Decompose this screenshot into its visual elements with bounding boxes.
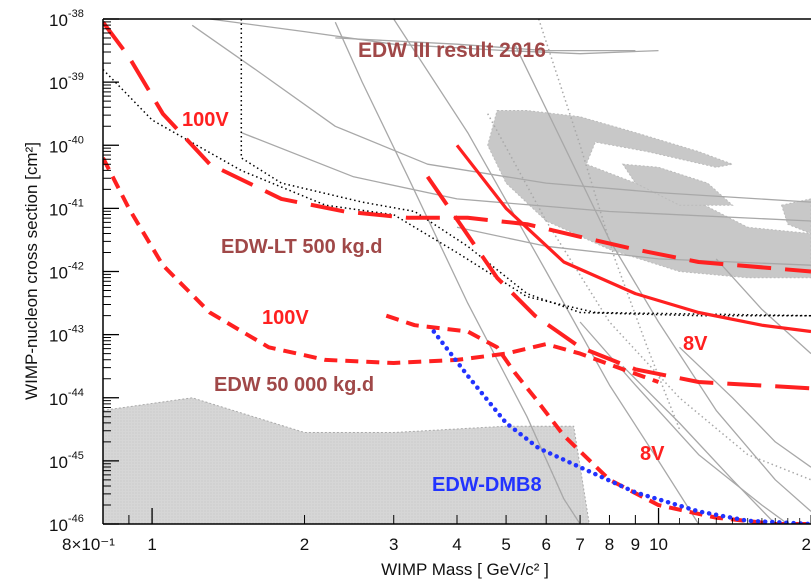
x-tick-label: 10	[649, 535, 668, 554]
annotation-label-4: 100V	[262, 307, 309, 329]
y-tick-label: 10-41	[49, 197, 84, 219]
x-tick-label: 8×10⁻¹	[62, 535, 115, 554]
series-line-1	[209, 19, 659, 55]
y-tick-label: 10-44	[49, 387, 84, 409]
series-line-3	[334, 21, 581, 524]
y-tick-exponent: -40	[68, 134, 84, 146]
x-tick-label: 3	[389, 535, 398, 554]
series-line-10	[679, 346, 811, 468]
y-tick-base: 10	[49, 74, 68, 93]
annotation-label-5: EDW 50 000 kg.d	[214, 374, 374, 396]
annotations-layer: EDW III result 2016 100V EDW-LT 500 kg.d 10…	[182, 39, 708, 496]
y-tick-label: 10-40	[49, 134, 84, 156]
y-tick-base: 10	[49, 264, 68, 283]
series-line-20	[103, 156, 660, 384]
annotation-label-6: 8V	[683, 333, 708, 355]
annotation-label-8: EDW-DMB8	[432, 474, 542, 496]
y-tick-label: 10-42	[49, 261, 84, 283]
y-tick-base: 10	[49, 516, 68, 535]
series-line-22	[431, 329, 811, 524]
series-line-21	[385, 313, 811, 524]
series-line-19	[455, 144, 811, 334]
x-tick-label: 4	[452, 535, 461, 554]
series-line-7	[514, 43, 811, 512]
y-tick-label: 10-38	[49, 8, 84, 30]
x-tick-label: 2	[300, 535, 309, 554]
y-tick-base: 10	[49, 453, 68, 472]
annotation-label-1: EDW III result 2016	[358, 39, 546, 62]
neutrino-floor-region	[103, 397, 590, 524]
y-tick-exponent: -46	[68, 513, 84, 525]
y-tick-exponent: -38	[68, 8, 84, 20]
x-tick-label: 2	[802, 535, 811, 554]
y-tick-base: 10	[49, 200, 68, 219]
tick-labels-layer: 10-3810-3910-4010-4110-4210-4310-4410-45…	[49, 8, 811, 554]
y-tick-label: 10-46	[49, 513, 84, 535]
y-tick-label: 10-39	[49, 71, 84, 93]
series-line-12	[456, 226, 811, 266]
y-tick-exponent: -41	[68, 197, 84, 209]
annotation-label-2: 100V	[182, 109, 229, 131]
x-tick-label: 9	[631, 535, 640, 554]
y-tick-exponent: -45	[68, 450, 84, 462]
x-axis-title: WIMP Mass [ GeV/c² ]	[381, 560, 549, 579]
y-tick-label: 10-45	[49, 450, 84, 472]
series-line-18	[425, 175, 811, 391]
y-tick-base: 10	[49, 327, 68, 346]
series-line-6	[241, 131, 811, 222]
y-tick-label: 10-43	[49, 324, 84, 346]
x-tick-label: 1	[147, 535, 156, 554]
axes-layer	[102, 18, 811, 525]
x-tick-label: 8	[605, 535, 614, 554]
series-line-17	[103, 21, 811, 274]
y-tick-exponent: -42	[68, 261, 84, 273]
series-line-11	[715, 258, 811, 355]
regions-layer	[103, 110, 811, 524]
series-line-16	[103, 68, 811, 317]
y-tick-base: 10	[49, 390, 68, 409]
x-tick-label: 5	[501, 535, 510, 554]
y-tick-base: 10	[49, 11, 68, 30]
y-axis-title: WIMP-nucleon cross section [cm²]	[22, 142, 41, 400]
y-tick-base: 10	[49, 137, 68, 156]
series-line-5	[191, 24, 811, 203]
series-line-13	[487, 113, 811, 481]
annotation-label-3: EDW-LT 500 kg.d	[221, 236, 382, 258]
series-layer	[103, 19, 811, 524]
y-tick-exponent: -39	[68, 71, 84, 83]
series-line-15	[240, 19, 811, 317]
series-line-2	[335, 37, 636, 52]
y-tick-exponent: -43	[68, 324, 84, 336]
annotation-label-7: 8V	[640, 443, 665, 465]
x-tick-label: 6	[541, 535, 550, 554]
x-tick-label: 7	[575, 535, 584, 554]
series-line-4	[393, 19, 700, 524]
y-tick-exponent: -44	[68, 387, 84, 399]
series-line-9	[622, 365, 776, 524]
